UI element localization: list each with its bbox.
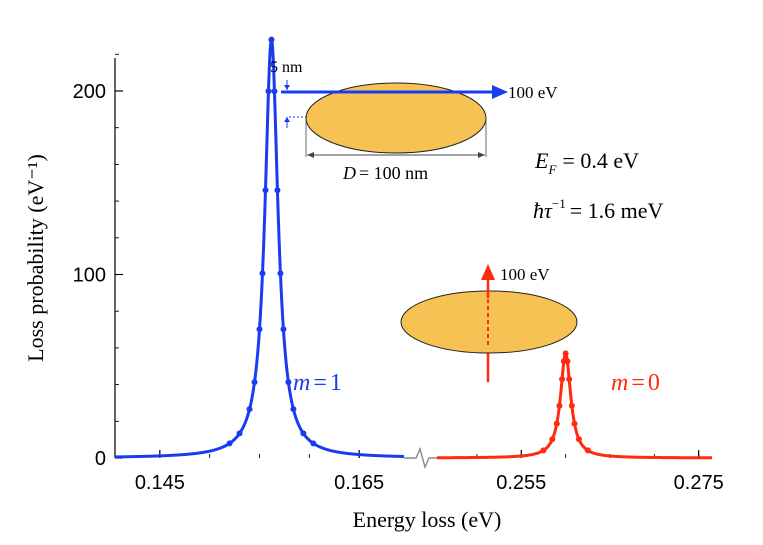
data-point-m0-6 xyxy=(562,350,569,357)
data-point-m1-9 xyxy=(271,88,278,95)
data-point-m1-11 xyxy=(277,270,284,277)
x-tick-label-0.165: 0.165 xyxy=(334,472,384,494)
data-point-m1-1 xyxy=(236,430,243,437)
beam-energy-label-bottom: 100 eV xyxy=(500,265,550,284)
series-group xyxy=(113,36,714,460)
data-point-m0-2 xyxy=(553,420,560,427)
x-tick-label-0.255: 0.255 xyxy=(496,472,546,494)
series-label-m0: m = 0 xyxy=(611,370,660,396)
data-point-m1-12 xyxy=(280,326,287,333)
data-point-m0-11 xyxy=(575,436,582,443)
fermi-energy-annotation: EF = 0.4 eV xyxy=(534,148,639,177)
data-point-m0-4 xyxy=(559,376,566,383)
y-tick-label-200: 200 xyxy=(73,81,106,103)
y-axis-label: Loss probability (eV⁻¹) xyxy=(23,154,48,362)
data-point-m0-0 xyxy=(540,447,547,454)
data-point-m1-4 xyxy=(256,326,263,333)
data-point-m0-10 xyxy=(571,420,578,427)
data-point-m1-10 xyxy=(274,187,281,194)
data-point-m1-14 xyxy=(290,406,297,413)
data-point-m1-0 xyxy=(226,440,233,447)
y-ticks: 0 100 200 xyxy=(73,81,123,470)
data-point-m1-7 xyxy=(265,88,272,95)
inset-perpendicular-beam: 100 eV xyxy=(400,264,578,382)
x-axis-label: Energy loss (eV) xyxy=(353,507,502,532)
beam-arrowhead-red xyxy=(481,264,495,280)
data-point-m1-5 xyxy=(259,270,266,277)
data-point-m0-1 xyxy=(549,436,556,443)
data-point-m0-12 xyxy=(584,447,591,454)
data-point-m1-6 xyxy=(262,187,269,194)
inset-parallel-beam: D = 100 nm 100 eV 5 nm xyxy=(270,59,558,183)
y-minor-ticks xyxy=(115,53,119,422)
data-point-m1-13 xyxy=(285,379,292,386)
data-point-m0-8 xyxy=(566,376,573,383)
beam-energy-label-top: 100 eV xyxy=(508,83,558,102)
axis-break-mark xyxy=(404,446,437,470)
data-point-m0-7 xyxy=(564,358,571,365)
data-point-m1-3 xyxy=(251,379,258,386)
gap-label: 5 nm xyxy=(270,59,303,76)
y-tick-label-100: 100 xyxy=(73,265,106,287)
data-point-m1-15 xyxy=(300,430,307,437)
y-tick-label-0: 0 xyxy=(95,448,106,470)
data-point-m1-8 xyxy=(268,36,275,43)
data-point-m0-3 xyxy=(556,402,563,409)
diameter-arrowhead-right xyxy=(478,152,485,158)
data-point-m1-2 xyxy=(246,406,253,413)
data-point-m1-16 xyxy=(310,440,317,447)
x-tick-label-0.275: 0.275 xyxy=(674,472,724,494)
gap-arrowhead-top xyxy=(284,85,290,90)
series-label-m1: m = 1 xyxy=(293,370,342,396)
beam-arrowhead-blue xyxy=(492,85,508,99)
diameter-arrowhead-left xyxy=(307,152,314,158)
data-point-m0-9 xyxy=(568,402,575,409)
damping-annotation: ħτ−1 = 1.6 meV xyxy=(533,196,664,223)
x-tick-label-0.145: 0.145 xyxy=(135,472,185,494)
gap-arrowhead-bottom xyxy=(284,117,290,122)
diameter-label: D = 100 nm xyxy=(342,163,428,183)
